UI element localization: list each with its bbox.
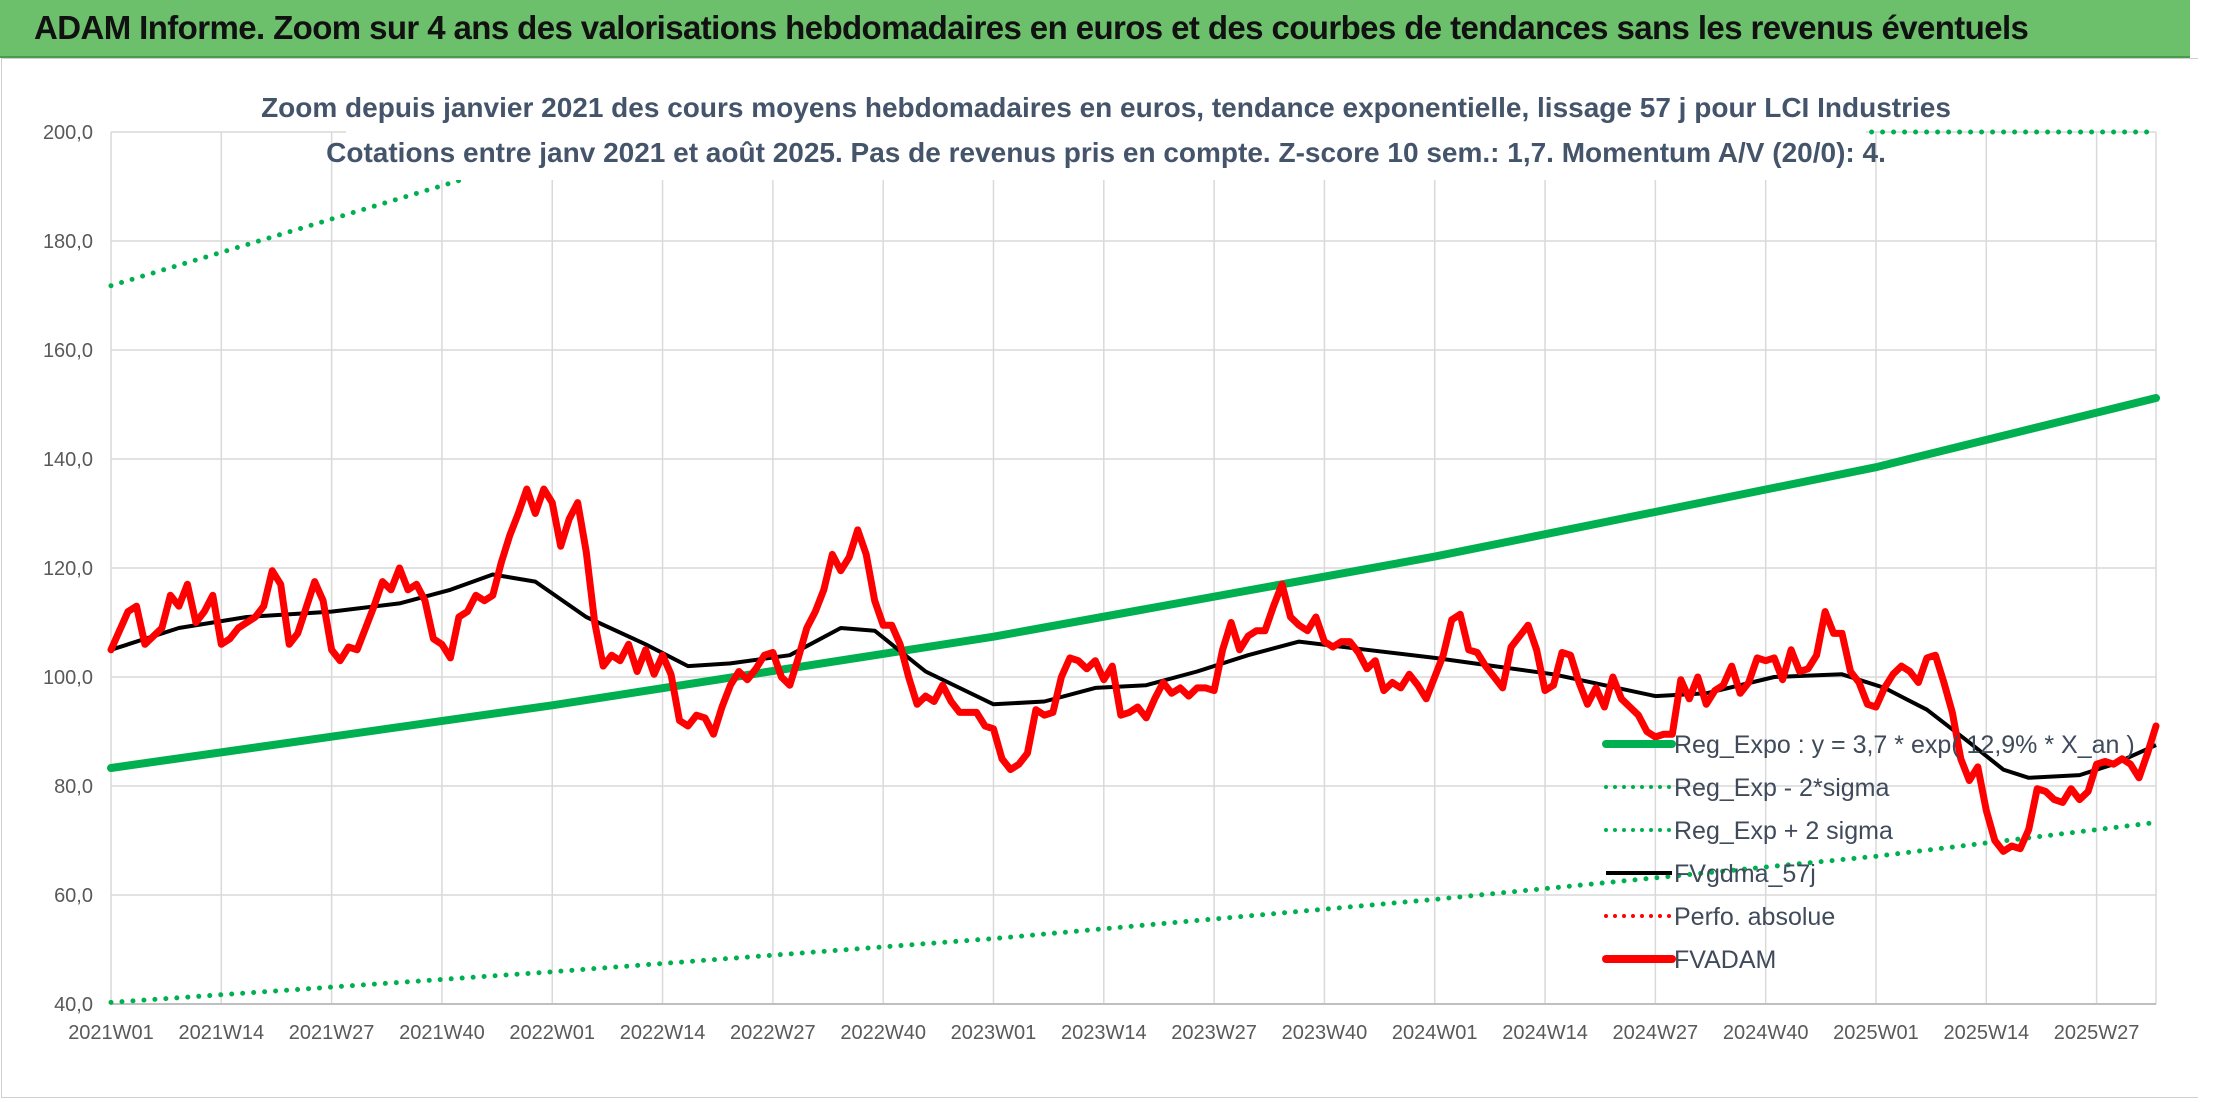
y-tick-label: 140,0 bbox=[43, 449, 93, 471]
x-tick-label: 2025W14 bbox=[1943, 1022, 2029, 1044]
chart-title-line-2: Cotations entre janv 2021 et août 2025. … bbox=[326, 137, 1886, 168]
x-tick-label: 2022W14 bbox=[620, 1022, 706, 1044]
legend-label: Perfo. absolue bbox=[1674, 903, 1835, 931]
report-title: ADAM Informe. Zoom sur 4 ans des valoris… bbox=[34, 9, 2029, 46]
price-line bbox=[107, 485, 2160, 855]
legend-label: FVADAM bbox=[1674, 946, 1776, 974]
reg-minus-2sigma-line bbox=[108, 820, 2159, 1005]
x-tick-label: 2021W14 bbox=[178, 1022, 264, 1044]
y-tick-label: 160,0 bbox=[43, 340, 93, 362]
legend-label: FVgdma_57j bbox=[1674, 860, 1816, 888]
moving-average-line bbox=[110, 572, 2157, 780]
y-tick-label: 100,0 bbox=[43, 667, 93, 689]
x-tick-label: 2021W40 bbox=[399, 1022, 485, 1044]
legend-label: Reg_Exp + 2 sigma bbox=[1674, 817, 1893, 845]
y-tick-label: 180,0 bbox=[43, 231, 93, 253]
y-tick-label: 80,0 bbox=[54, 776, 93, 798]
right-margin bbox=[2198, 56, 2216, 1102]
header-bar: ADAM Informe. Zoom sur 4 ans des valoris… bbox=[0, 0, 2190, 58]
x-tick-label: 2021W27 bbox=[289, 1022, 375, 1044]
grid bbox=[110, 131, 2157, 1005]
x-tick-label: 2024W40 bbox=[1723, 1022, 1809, 1044]
x-tick-label: 2024W27 bbox=[1613, 1022, 1699, 1044]
y-tick-label: 60,0 bbox=[54, 885, 93, 907]
series-layer bbox=[107, 129, 2160, 1005]
title-backdrop bbox=[346, 84, 1866, 180]
x-tick-label: 2022W27 bbox=[730, 1022, 816, 1044]
reg-plus-2sigma-line bbox=[108, 158, 521, 289]
legend-label: Reg_Exp - 2*sigma bbox=[1674, 774, 1889, 802]
x-tick-label: 2023W01 bbox=[951, 1022, 1037, 1044]
x-tick-label: 2024W14 bbox=[1502, 1022, 1588, 1044]
chart-title-line-1: Zoom depuis janvier 2021 des cours moyen… bbox=[261, 92, 1951, 123]
x-tick-label: 2021W01 bbox=[68, 1022, 154, 1044]
x-tick-label: 2025W01 bbox=[1833, 1022, 1919, 1044]
y-tick-label: 40,0 bbox=[54, 994, 93, 1016]
axis-ticks: 40,0 60,0 80,0 100,0 120,0 140,0 160,0 180,0 200… bbox=[43, 122, 2139, 1044]
x-tick-label: 2022W01 bbox=[509, 1022, 595, 1044]
x-tick-label: 2023W14 bbox=[1061, 1022, 1147, 1044]
y-tick-label: 120,0 bbox=[43, 558, 93, 580]
x-tick-label: 2023W27 bbox=[1171, 1022, 1257, 1044]
y-tick-label: 200,0 bbox=[43, 122, 93, 144]
x-tick-label: 2023W40 bbox=[1282, 1022, 1368, 1044]
legend-label: Reg_Expo : y = 3,7 * exp( 12,9% * X_an ) bbox=[1674, 731, 2135, 759]
x-tick-label: 2024W01 bbox=[1392, 1022, 1478, 1044]
legend: Reg_Expo : y = 3,7 * exp( 12,9% * X_an )… bbox=[1602, 731, 2135, 974]
x-tick-label: 2022W40 bbox=[840, 1022, 926, 1044]
x-tick-label: 2025W27 bbox=[2054, 1022, 2140, 1044]
reg-expo-line bbox=[107, 394, 2160, 772]
